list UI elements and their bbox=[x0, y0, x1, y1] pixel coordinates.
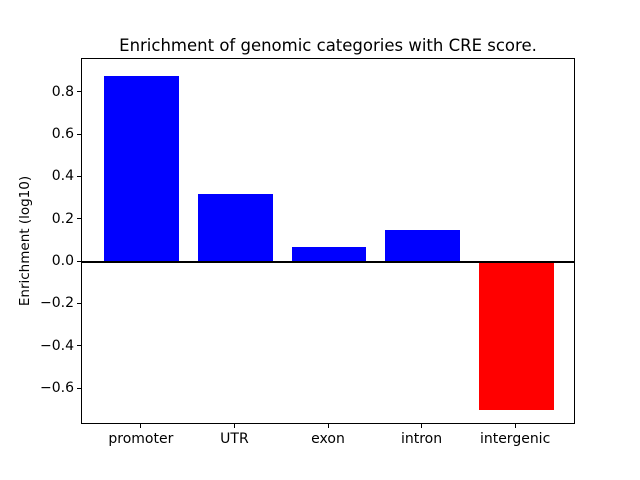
zero-line bbox=[82, 261, 574, 264]
ytick-mark bbox=[77, 260, 81, 262]
ytick-mark bbox=[77, 175, 81, 177]
ytick-label: 0.4 bbox=[51, 168, 74, 185]
bar-intergenic bbox=[478, 262, 554, 411]
xtick-mark bbox=[514, 424, 516, 428]
ytick-mark bbox=[77, 133, 81, 135]
ytick-label: −0.4 bbox=[40, 337, 74, 354]
y-axis-label: Enrichment (log10) bbox=[17, 175, 33, 307]
xtick-label-UTR: UTR bbox=[220, 431, 249, 447]
bar-UTR bbox=[198, 194, 273, 263]
ytick-label: −0.2 bbox=[40, 295, 74, 312]
xtick-mark bbox=[233, 424, 235, 428]
xtick-label-intron: intron bbox=[400, 431, 443, 447]
ytick-label: −0.6 bbox=[40, 380, 74, 397]
ytick-label: 0.8 bbox=[51, 83, 74, 100]
chart-title: Enrichment of genomic categories with CR… bbox=[119, 36, 537, 55]
xtick-mark bbox=[327, 424, 329, 428]
xtick-label-exon: exon bbox=[311, 431, 345, 447]
bars-layer bbox=[82, 59, 574, 423]
ytick-mark bbox=[77, 218, 81, 220]
xtick-mark bbox=[421, 424, 423, 428]
xtick-label-intergenic: intergenic bbox=[479, 431, 551, 447]
bar-promoter bbox=[104, 75, 180, 263]
ytick-mark bbox=[77, 345, 81, 347]
ytick-label: 0.6 bbox=[51, 126, 74, 143]
xtick-mark bbox=[140, 424, 142, 428]
ytick-label: 0.2 bbox=[51, 210, 74, 227]
bar-exon bbox=[291, 247, 367, 263]
ytick-mark bbox=[77, 302, 81, 304]
ytick-mark bbox=[77, 91, 81, 93]
ytick-mark bbox=[77, 387, 81, 389]
xtick-label-promoter: promoter bbox=[108, 431, 174, 447]
ytick-label: 0.0 bbox=[51, 253, 74, 270]
plot-area bbox=[81, 58, 575, 424]
bar-intron bbox=[385, 230, 460, 263]
